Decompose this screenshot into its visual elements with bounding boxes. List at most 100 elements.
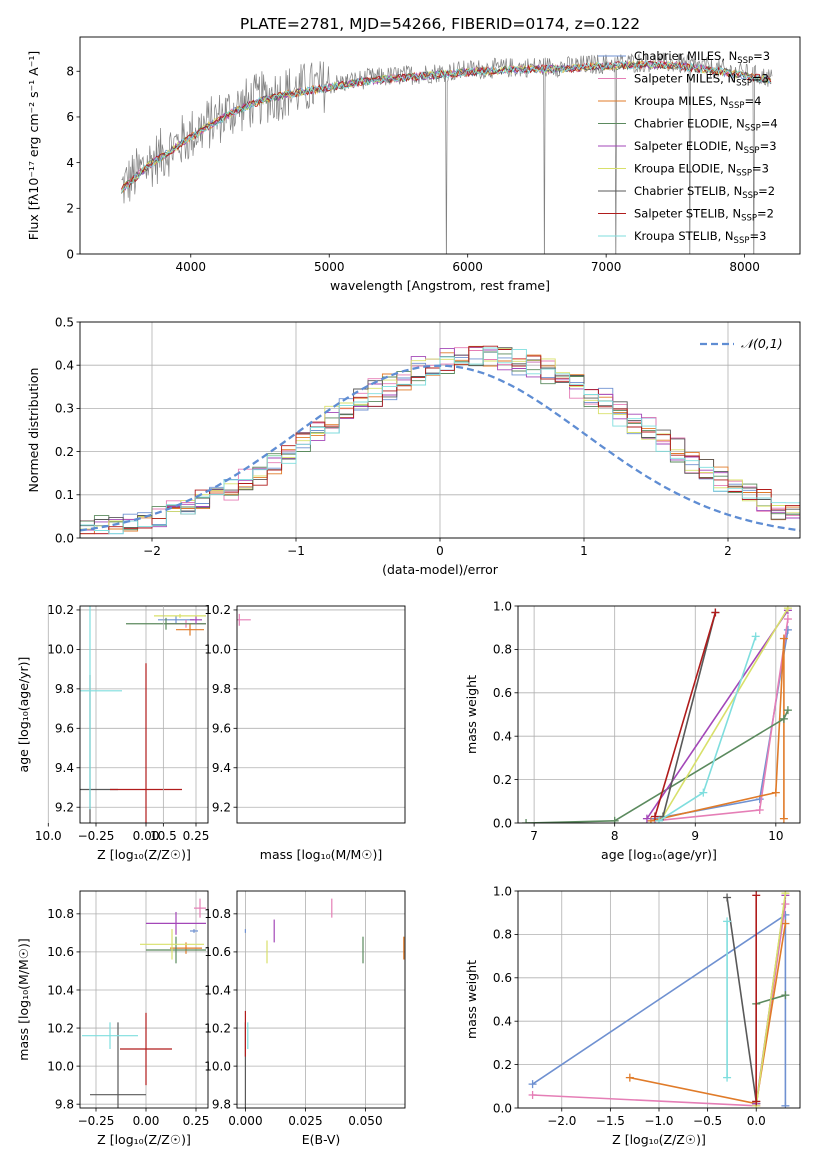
x-tick-label: 9 bbox=[691, 829, 699, 843]
y-tick-label: 0.1 bbox=[55, 488, 74, 502]
y-tick-label: 9.8 bbox=[212, 682, 231, 696]
legend-label: Salpeter STELIB, NSSP=2 bbox=[634, 207, 774, 224]
plot-area-age_vs_z bbox=[80, 606, 206, 823]
y-tick-label: 10.0 bbox=[204, 1059, 231, 1073]
x-tick-label: 0.0 bbox=[747, 1114, 766, 1128]
axes-frame bbox=[79, 321, 801, 539]
weight-line-7 bbox=[662, 612, 717, 817]
axes-frame bbox=[79, 605, 209, 824]
x-axis-label: mass [log₁₀(M/M☉)] bbox=[260, 847, 382, 862]
y-tick-label: 10.2 bbox=[204, 603, 231, 617]
y-tick-label: 10.4 bbox=[47, 983, 74, 997]
y-axis-label: age [log₁₀(age/yr)] bbox=[16, 657, 31, 773]
y-tick-label: 9.8 bbox=[55, 682, 74, 696]
axes-frame bbox=[517, 890, 801, 1109]
x-tick-label: 0.00 bbox=[133, 829, 160, 843]
x-axis-label: age [log₁₀(age/yr)] bbox=[601, 847, 717, 862]
y-tick-label: 10.8 bbox=[47, 907, 74, 921]
x-tick-label: 0.25 bbox=[183, 829, 210, 843]
x-tick-label: −1.5 bbox=[596, 1114, 625, 1128]
x-tick-label: 4000 bbox=[175, 260, 206, 274]
y-tick-label: 10.4 bbox=[204, 983, 231, 997]
plot-area-weight_vs_age bbox=[522, 606, 792, 823]
y-tick-label: 10.2 bbox=[47, 1021, 74, 1035]
axes-frame bbox=[236, 890, 406, 1109]
x-axis-label: Z [log₁₀(Z/Z☉)] bbox=[97, 1132, 191, 1147]
panel-residuals: −2 −1 0 1 2 0.0 0.1 0.2 0.3 0.4 0.5 (data-model)/er… bbox=[26, 315, 801, 577]
x-tick-label: −0.5 bbox=[693, 1114, 722, 1128]
x-tick-label: 10.0 bbox=[35, 829, 62, 843]
y-tick-label: 0.2 bbox=[493, 1058, 512, 1072]
x-tick-label: 8 bbox=[611, 829, 619, 843]
legend-label: Salpeter MILES, NSSP=3 bbox=[634, 72, 769, 89]
x-tick-label: −2 bbox=[143, 544, 161, 558]
x-tick-label: 2 bbox=[724, 544, 732, 558]
y-tick-label: 0.4 bbox=[493, 730, 512, 744]
x-axis-label: Z [log₁₀(Z/Z☉)] bbox=[612, 1132, 706, 1147]
plot-area-mass_vs_ebv bbox=[244, 898, 405, 1108]
y-tick-label: 0.4 bbox=[55, 359, 74, 373]
y-tick-label: 1.0 bbox=[493, 599, 512, 613]
y-tick-label: 9.4 bbox=[55, 761, 74, 775]
y-tick-label: 0.6 bbox=[493, 686, 512, 700]
panel-spectrum: 4000 5000 6000 7000 8000 0 2 4 6 8 wavelength [Ang… bbox=[26, 36, 801, 293]
y-tick-label: 10.6 bbox=[47, 945, 74, 959]
y-tick-label: 0.0 bbox=[493, 1101, 512, 1115]
plot-area-mass_vs_z bbox=[82, 898, 206, 1108]
x-tick-label: 6000 bbox=[452, 260, 483, 274]
normal-reference-curve bbox=[80, 364, 800, 532]
plot-area-residuals bbox=[80, 345, 800, 538]
panel-weight_vs_z: −2.0 −1.5 −1.0 −0.5 0.0 0.0 0.2 0.4 0.6 0.8 1.0 Z [… bbox=[464, 884, 801, 1147]
y-tick-label: 0.4 bbox=[493, 1015, 512, 1029]
legend-label: Salpeter ELODIE, NSSP=3 bbox=[634, 139, 777, 156]
y-tick-label: 10.2 bbox=[204, 1021, 231, 1035]
y-tick-label: 0.0 bbox=[55, 531, 74, 545]
weight-line-1 bbox=[654, 629, 789, 820]
weight-line-7 bbox=[726, 897, 757, 1102]
y-tick-label: 9.8 bbox=[55, 1097, 74, 1111]
x-tick-label: 10 bbox=[768, 829, 783, 843]
figure-title: PLATE=2781, MJD=54266, FIBERID=0174, z=0… bbox=[240, 15, 640, 33]
y-tick-label: 9.2 bbox=[212, 801, 231, 815]
y-tick-label: 0.6 bbox=[493, 971, 512, 985]
axes-frame bbox=[517, 605, 801, 824]
x-tick-label: 8000 bbox=[729, 260, 760, 274]
x-tick-label: 0.00 bbox=[133, 1114, 160, 1128]
x-axis-label: wavelength [Angstrom, rest frame] bbox=[330, 278, 550, 293]
x-axis-label: E(B-V) bbox=[302, 1132, 341, 1147]
y-tick-label: 0.8 bbox=[493, 643, 512, 657]
x-tick-label: 0.25 bbox=[183, 1114, 210, 1128]
spectrum-legend: Chabrier MILES, NSSP=3 Salpeter MILES, NS… bbox=[598, 49, 778, 246]
panel-age_vs_mass: 10.0 10.5 9.2 9.4 9.6 9.8 10.0 10.2 mass [log₁₀(… bbox=[35, 603, 406, 862]
y-tick-label: 10.6 bbox=[204, 945, 231, 959]
y-tick-label: 10.0 bbox=[204, 643, 231, 657]
x-tick-label: −0.25 bbox=[78, 829, 115, 843]
y-tick-label: 9.2 bbox=[55, 801, 74, 815]
y-tick-label: 6 bbox=[66, 110, 74, 124]
legend-label: Chabrier MILES, NSSP=3 bbox=[634, 49, 770, 66]
x-tick-label: 0.000 bbox=[228, 1114, 262, 1128]
weight-line-3 bbox=[650, 638, 785, 822]
y-axis-label: mass weight bbox=[464, 675, 479, 754]
y-tick-label: 10.0 bbox=[47, 1059, 74, 1073]
axes-frame bbox=[79, 36, 801, 255]
legend-label: Kroupa ELODIE, NSSP=3 bbox=[634, 162, 769, 179]
panel-age_vs_z: −0.25 0.00 0.25 9.2 9.4 9.6 9.8 10.0 10.2 Z [log₁… bbox=[16, 603, 210, 862]
panel-weight_vs_age: 7 8 9 10 0.0 0.2 0.4 0.6 0.8 1.0 age [log₁₀(age/yr… bbox=[464, 599, 801, 862]
y-tick-label: 10.0 bbox=[47, 643, 74, 657]
legend-label: Kroupa STELIB, NSSP=3 bbox=[634, 229, 766, 246]
y-tick-label: 0.5 bbox=[55, 315, 74, 329]
x-tick-label: 1 bbox=[580, 544, 588, 558]
y-tick-label: 4 bbox=[66, 156, 74, 170]
x-tick-label: 0 bbox=[436, 544, 444, 558]
axes-frame bbox=[236, 605, 406, 824]
legend-label: Kroupa MILES, NSSP=4 bbox=[634, 94, 761, 111]
y-tick-label: 10.2 bbox=[47, 603, 74, 617]
x-tick-label: 0.050 bbox=[348, 1114, 382, 1128]
y-tick-label: 0.8 bbox=[493, 928, 512, 942]
weight-line-5 bbox=[646, 609, 789, 820]
panel-mass_vs_ebv: 0.000 0.025 0.050 9.8 10.0 10.2 10.4 10.6 10.8 E(… bbox=[204, 890, 406, 1147]
weight-line-6 bbox=[755, 893, 787, 1106]
weight-line-4 bbox=[526, 709, 789, 823]
